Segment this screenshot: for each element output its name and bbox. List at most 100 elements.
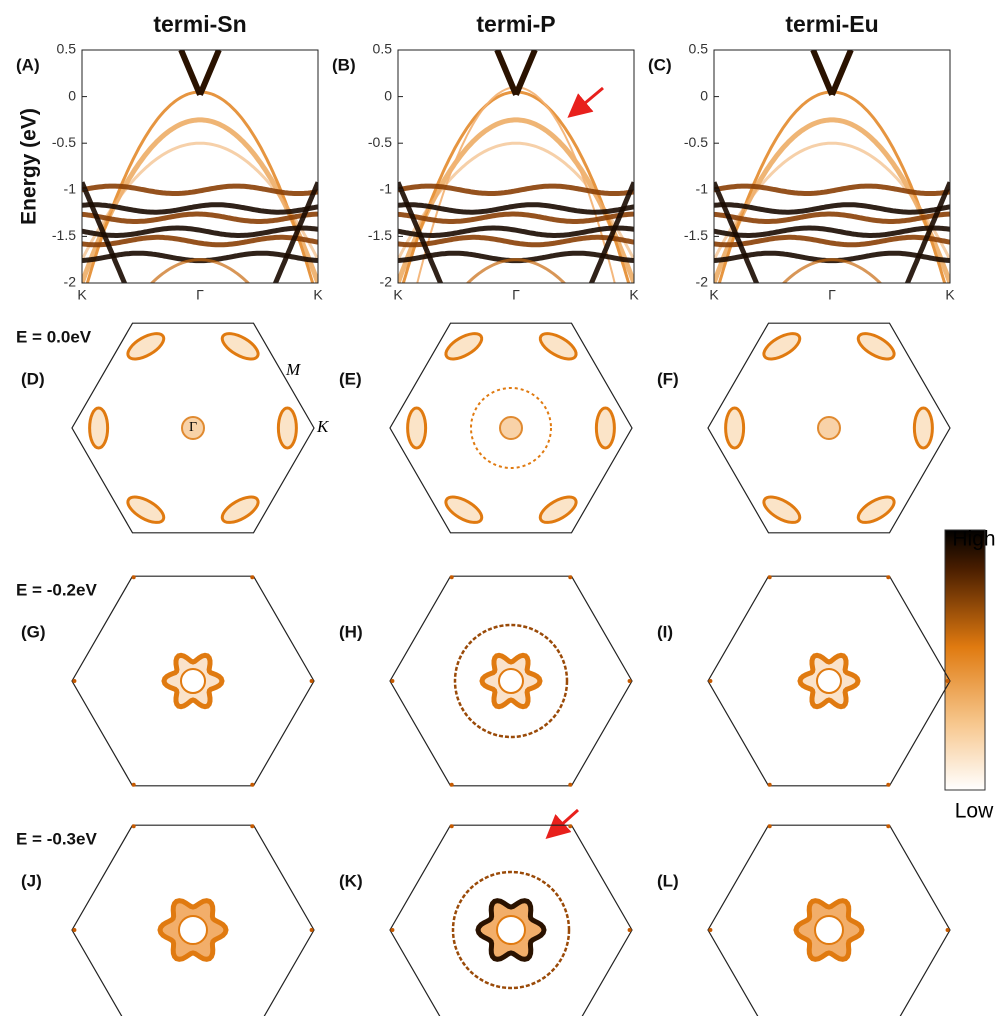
- inner: [178, 915, 208, 945]
- k-dot: [627, 928, 632, 932]
- arrow: [567, 86, 604, 118]
- pocket: [126, 332, 166, 361]
- brillouin-zone: [389, 322, 633, 534]
- k-dot: [767, 575, 772, 580]
- panel-label: (K): [339, 871, 363, 890]
- band: [82, 202, 318, 215]
- colorbar-low: Low: [955, 800, 994, 823]
- y-tick-label: -0.5: [684, 134, 708, 150]
- ring: [470, 387, 552, 469]
- cone: [513, 50, 538, 96]
- band: [82, 225, 318, 238]
- cone: [494, 50, 519, 96]
- k-dot: [250, 575, 255, 580]
- gamma-pocket: [499, 416, 523, 440]
- cone: [197, 50, 222, 96]
- k-dot: [131, 575, 136, 580]
- k-dot: [72, 679, 77, 683]
- gamma-pocket: [181, 416, 205, 440]
- y-axis-label: Energy (eV): [18, 108, 41, 225]
- colorbar: [944, 529, 986, 791]
- inner: [180, 668, 206, 694]
- inner: [816, 668, 842, 694]
- band: [714, 202, 950, 215]
- k-dot: [886, 575, 891, 580]
- point-label: K: [316, 417, 330, 436]
- x-tick-label: K: [945, 287, 955, 303]
- band: [714, 225, 950, 238]
- k-dot: [568, 824, 573, 829]
- panel-title: termi-P: [476, 11, 555, 37]
- band: [714, 141, 950, 261]
- band: [714, 181, 950, 283]
- y-tick-label: -1.5: [52, 227, 76, 243]
- y-tick-label: 0.5: [57, 41, 77, 57]
- panel-label: (H): [339, 622, 363, 641]
- panel-title: termi-Sn: [153, 11, 246, 37]
- k-dot: [449, 782, 454, 787]
- panel-label: (E): [339, 369, 362, 388]
- x-tick-label: Γ: [828, 287, 836, 303]
- inner: [498, 668, 524, 694]
- y-tick-label: 0.5: [373, 41, 393, 57]
- gamma-pocket: [817, 416, 841, 440]
- x-tick-label: K: [313, 287, 323, 303]
- band: [82, 211, 318, 224]
- panel-label: (C): [648, 55, 672, 74]
- row-energy: E = 0.0eV: [16, 327, 92, 346]
- pocket: [88, 406, 110, 450]
- pocket: [856, 495, 896, 524]
- y-tick-label: -0.5: [368, 134, 392, 150]
- plot-frame: [397, 49, 635, 284]
- k-dot: [945, 679, 950, 683]
- inner: [496, 915, 526, 945]
- pocket: [276, 406, 298, 450]
- k-dot: [390, 679, 395, 683]
- panel-label: (I): [657, 622, 673, 641]
- k-dot: [449, 824, 454, 829]
- band: [82, 183, 318, 196]
- pocket: [762, 332, 802, 361]
- pocket: [126, 495, 166, 524]
- cone: [178, 50, 203, 96]
- band-structure: [714, 50, 950, 283]
- y-tick-label: -1.5: [684, 227, 708, 243]
- row-energy: E = -0.3eV: [16, 829, 97, 848]
- x-tick-label: K: [77, 287, 87, 303]
- band: [398, 234, 634, 248]
- pocket: [220, 332, 260, 361]
- band: [149, 258, 251, 283]
- k-dot: [250, 824, 255, 829]
- y-tick-label: -1: [380, 181, 393, 197]
- k-dot: [767, 824, 772, 829]
- y-tick-label: -1: [64, 181, 77, 197]
- k-dot: [309, 679, 314, 683]
- band: [82, 141, 318, 261]
- pocket: [594, 406, 616, 450]
- arrow: [545, 808, 579, 839]
- band: [714, 183, 950, 196]
- x-tick-label: K: [393, 287, 403, 303]
- pocket: [724, 406, 746, 450]
- k-dot: [250, 782, 255, 787]
- y-tick-label: -0.5: [52, 134, 76, 150]
- panel-label: (A): [16, 55, 40, 74]
- brillouin-zone: [707, 322, 951, 534]
- pocket: [220, 495, 260, 524]
- inner: [814, 915, 844, 945]
- band: [82, 234, 318, 248]
- cone: [810, 50, 835, 96]
- brillouin-zone: [71, 322, 315, 534]
- k-dot: [627, 679, 632, 683]
- y-tick-label: -2: [696, 274, 709, 290]
- band: [398, 211, 634, 224]
- k-dot: [131, 782, 136, 787]
- band: [398, 181, 634, 283]
- band: [398, 141, 634, 261]
- k-dot: [72, 928, 77, 932]
- y-tick-label: 0: [68, 87, 76, 103]
- pocket: [762, 495, 802, 524]
- pocket: [856, 332, 896, 361]
- band: [398, 202, 634, 215]
